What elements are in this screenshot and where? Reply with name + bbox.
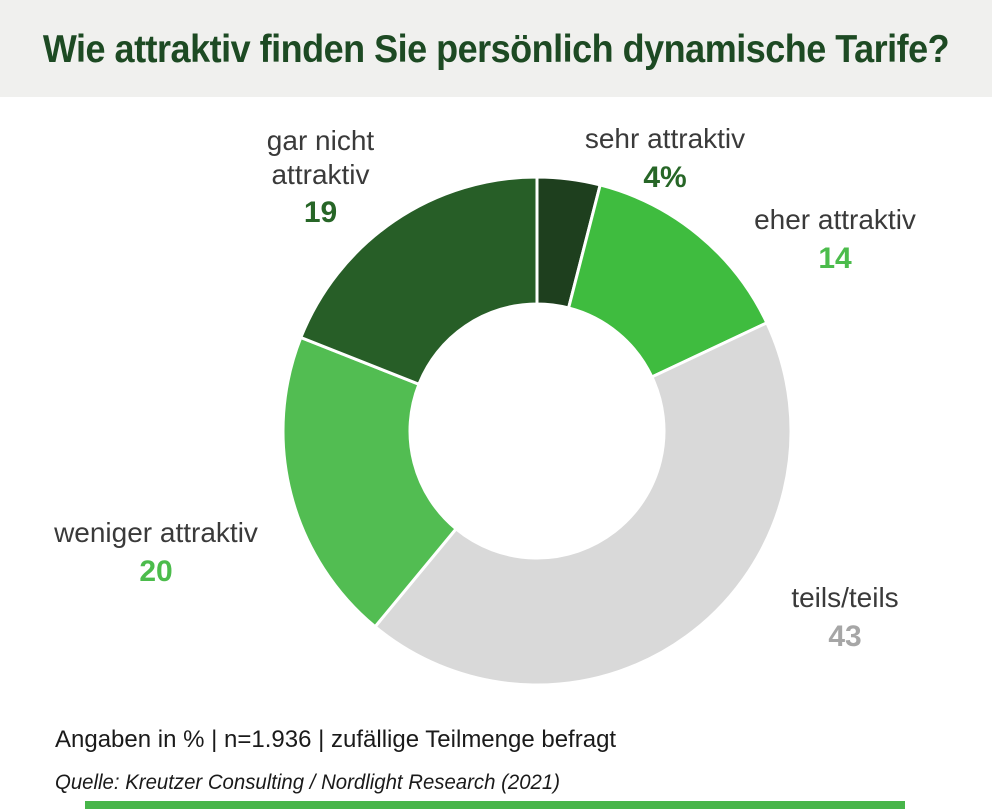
segment-value: 20 [139,554,173,588]
segment-value: 19 [303,196,338,230]
segment-value: 14 [818,241,852,275]
segment-value: 4% [643,160,687,194]
footer-accent-bar [85,801,905,809]
segment-label-weniger-attraktiv: weniger attraktiv 20 [26,516,286,590]
segment-label-eher-attraktiv: eher attraktiv 14 [715,203,955,277]
donut-chart [281,175,793,687]
segment-label-sehr-attraktiv: sehr attraktiv 4% [540,122,790,196]
segment-name: eher attraktiv [754,204,916,235]
header-band: Wie attraktiv finden Sie persönlich dyna… [0,0,992,97]
source-line: Quelle: Kreutzer Consulting / Nordlight … [55,771,560,794]
segment-label-teils-teils: teils/teils 43 [735,581,955,655]
segment-name: teils/teils [791,582,899,613]
donut-segment-2 [372,320,793,687]
segment-name: gar nicht attraktiv [266,125,375,190]
page-title: Wie attraktiv finden Sie persönlich dyna… [42,25,950,71]
donut-segment-1 [566,183,769,379]
donut-segment-4 [298,175,539,387]
segment-name: sehr attraktiv [584,123,746,154]
segment-label-gar-nicht-attraktiv: gar nicht attraktiv 19 [218,124,423,231]
chart-footnote: Angaben in % | n=1.936 | zufällige Teilm… [55,726,617,753]
segment-value: 43 [828,619,862,653]
segment-name: weniger attraktiv [54,517,258,548]
donut-segment-3 [281,335,459,629]
